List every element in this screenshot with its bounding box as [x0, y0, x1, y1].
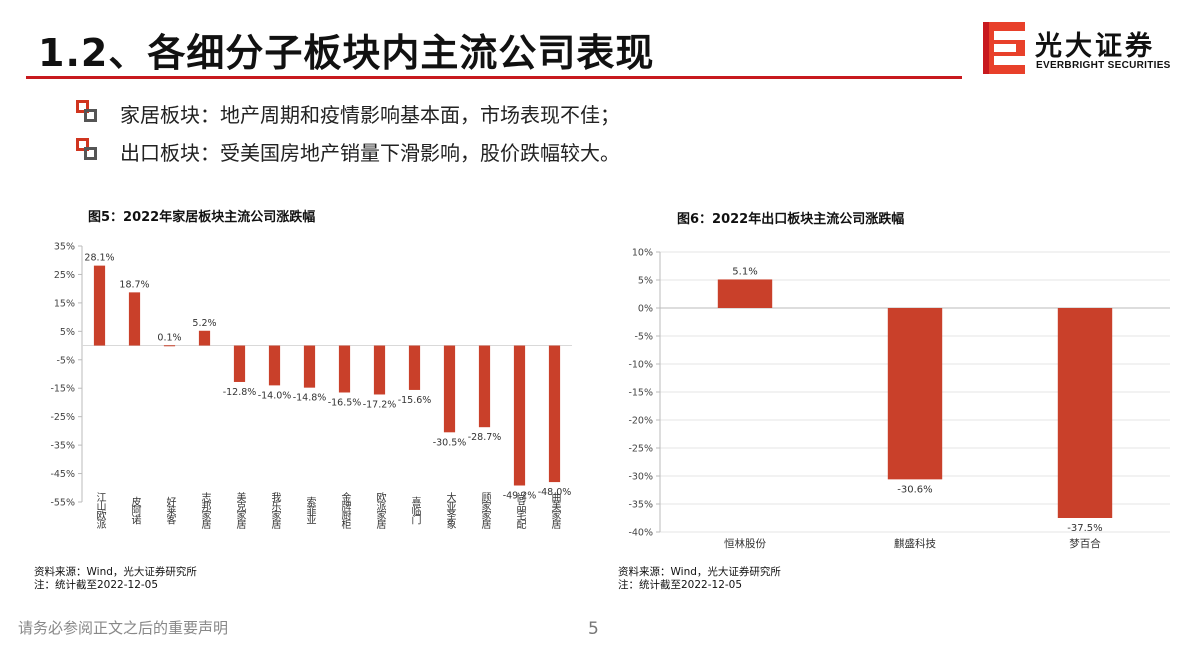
chart1-data-label: -28.7%: [468, 432, 502, 443]
chart1-data-label: -30.5%: [433, 437, 467, 448]
chart1-ytick-label: -15%: [50, 384, 75, 395]
chart1-bar: [443, 345, 456, 433]
chart1-category-label: 金牌厨柜: [339, 491, 351, 530]
chart1-bar: [548, 345, 561, 483]
chart1-bar: [408, 345, 421, 390]
page-number: 5: [588, 619, 599, 639]
chart2-ytick-label: -40%: [628, 528, 653, 539]
chart1-data-label: -12.8%: [223, 387, 257, 398]
chart1-category-label: 皮阿诺: [129, 495, 141, 525]
chart2-ytick-label: -30%: [628, 472, 653, 483]
chart1-bar: [373, 345, 386, 395]
chart1-ytick-label: 35%: [54, 242, 75, 253]
chart1-ytick-label: -55%: [50, 498, 75, 509]
chart1-data-label: -48.0%: [538, 487, 572, 498]
chart2-ytick-label: 10%: [632, 248, 653, 259]
chart1-ytick-label: 15%: [54, 298, 75, 309]
logo-cn-text: 光大证券: [1035, 31, 1155, 62]
chart2-ytick-label: -35%: [628, 500, 653, 511]
chart2-category-label: 梦百合: [1069, 537, 1101, 550]
chart2-data-label: -37.5%: [1067, 523, 1102, 534]
chart2-plot: 10% 5% 0% -5% -10% -15% -20% -25% -30% -35% -40% 5.…: [628, 248, 1170, 550]
chart1-category-label: 大亚圣象: [444, 491, 456, 529]
chart1-ytick-label: -45%: [50, 469, 75, 480]
chart2-bar: [717, 279, 773, 308]
chart1-category-label: 美克家居: [234, 491, 246, 530]
chart1-category-label: 志邦家居: [199, 491, 211, 530]
chart1-category-label: 索菲亚: [304, 495, 316, 524]
chart1-bar: [478, 345, 491, 428]
chart1-bar: [268, 345, 281, 386]
chart2-ytick-label: -25%: [628, 444, 653, 455]
everbright-logo-icon: [983, 22, 1025, 74]
chart2-title: 图6：2022年出口板块主流公司涨跌幅: [677, 212, 905, 227]
chart1-bar: [303, 345, 316, 388]
chart2-source: 资料来源：Wind，光大证券研究所 注：统计截至2022-12-05: [618, 566, 781, 592]
chart1-data-label: -14.8%: [293, 393, 327, 404]
chart1-category-label: 喜临门: [409, 495, 421, 525]
bullet-text: 出口板块：受美国房地产销量下滑影响，股价跌幅较大。: [120, 140, 620, 165]
chart1-category-label: 我乐家居: [269, 492, 281, 530]
chart1-category-label: 欧派家居: [374, 492, 386, 530]
bullet-text: 家居板块：地产周期和疫情影响基本面，市场表现不佳；: [120, 102, 620, 127]
chart1-ytick-label: 25%: [54, 270, 75, 281]
chart1-source-line: 资料来源：Wind，光大证券研究所: [34, 566, 197, 578]
bullet-item: 家居板块：地产周期和疫情影响基本面，市场表现不佳；: [76, 94, 620, 132]
logo-en-text: EVERBRIGHT SECURITIES: [1036, 60, 1171, 71]
chart1-ytick-label: -5%: [57, 355, 76, 366]
chart1-data-label: -16.5%: [328, 397, 362, 408]
title-divider: [26, 76, 962, 79]
chart1-bar: [93, 265, 106, 346]
chart1-data-label: 0.1%: [157, 332, 181, 343]
disclaimer-footer: 请务必参阅正文之后的重要声明: [18, 619, 229, 637]
chart2-ytick-label: -5%: [635, 332, 654, 343]
chart1-ytick-label: -25%: [50, 412, 75, 423]
chart1-data-label: 5.2%: [192, 318, 216, 329]
chart1-bar: [163, 345, 176, 347]
chart1-source: 资料来源：Wind，光大证券研究所 注：统计截至2022-12-05: [34, 566, 197, 592]
chart2-note-line: 注：统计截至2022-12-05: [618, 579, 743, 591]
chart2-ytick-label: 5%: [638, 276, 653, 287]
page-title: 1.2、各细分子板块内主流公司表现: [38, 31, 655, 75]
chart2-category-label: 麒盛科技: [894, 537, 936, 550]
chart1-ytick-label: 5%: [60, 327, 75, 338]
bullet-item: 出口板块：受美国房地产销量下滑影响，股价跌幅较大。: [76, 132, 620, 170]
chart2-bar: [887, 308, 943, 480]
chart1-data-label: -49.2%: [503, 491, 537, 502]
chart1-bar: [338, 345, 351, 393]
chart2-source-line: 资料来源：Wind，光大证券研究所: [618, 566, 781, 578]
chart2-ytick-label: 0%: [638, 304, 653, 315]
chart1-data-label: -14.0%: [258, 390, 292, 401]
bullet-list: 家居板块：地产周期和疫情影响基本面，市场表现不佳； 出口板块：受美国房地产销量下…: [76, 94, 620, 170]
brand-logo: 光大证券 EVERBRIGHT SECURITIES: [983, 22, 1183, 74]
chart1-category-label: 好莱客: [164, 496, 176, 525]
chart1-category-label: 江山欧派: [94, 492, 106, 529]
chart1-plot: 35% 25% 15% 5% -5% -15% -25% -35% -45% -55% 28.1% 江…: [50, 242, 572, 530]
chart1-data-label: 28.1%: [84, 253, 114, 264]
chart1-bar: [233, 345, 246, 382]
chart2-data-label: 5.1%: [732, 266, 757, 277]
chart1-category-label: 曲美家居: [549, 492, 561, 530]
chart2-ytick-label: -15%: [628, 388, 653, 399]
chart1-note-line: 注：统计截至2022-12-05: [34, 579, 159, 591]
bullet-square-icon: [76, 100, 106, 126]
chart1-data-label: -17.2%: [363, 399, 397, 410]
chart1-data-label: -15.6%: [398, 395, 432, 406]
chart1-category-label: 尚品宅配: [514, 491, 526, 529]
chart1-category-label: 顾家家居: [479, 492, 491, 530]
chart2-data-label: -30.6%: [897, 484, 932, 495]
chart1-data-label: 18.7%: [119, 279, 149, 290]
chart1-ytick-label: -35%: [50, 441, 75, 452]
bullet-square-icon: [76, 138, 106, 164]
chart1-bar: [128, 292, 141, 346]
chart2-category-label: 恒林股份: [724, 537, 766, 550]
chart2-bar: [1057, 308, 1113, 518]
chart1-bar: [198, 330, 211, 346]
chart1-bar: [513, 345, 526, 486]
chart1-title: 图5：2022年家居板块主流公司涨跌幅: [88, 210, 316, 225]
chart2-ytick-label: -20%: [628, 416, 653, 427]
chart2-ytick-label: -10%: [628, 360, 653, 371]
